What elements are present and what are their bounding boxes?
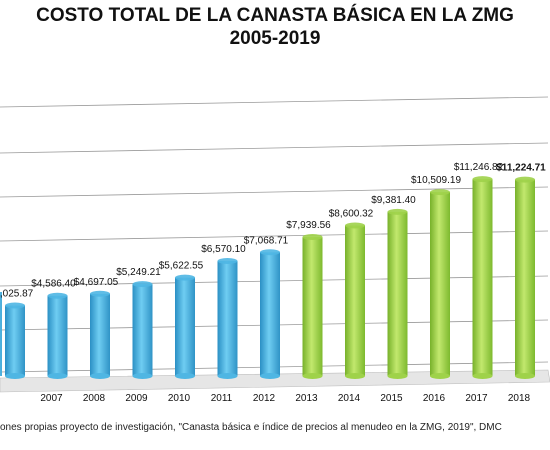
bars: [0, 176, 535, 379]
value-label-2007: $4,586.40: [31, 279, 76, 290]
bar-base: [472, 373, 493, 379]
bar-base: [47, 373, 68, 379]
bar-base: [217, 373, 238, 379]
gridline: [0, 230, 549, 242]
bar-cropped-left: [0, 292, 2, 376]
value-label-2011: $6,570.10: [201, 244, 246, 255]
bar-top: [5, 302, 25, 309]
floor-plane: [0, 369, 550, 393]
bar-2008: [90, 290, 110, 379]
x-axis-ticks: 2007 2008 2009 2010 2011 2012 2013 2014 2015 2016…: [40, 393, 531, 404]
bar-base: [345, 373, 365, 379]
bar-top: [47, 292, 68, 299]
bar-body: [175, 277, 195, 376]
x-tick-2015: 2015: [380, 393, 403, 404]
chart-title: COSTO TOTAL DE LA CANASTA BÁSICA EN LA Z…: [0, 4, 550, 50]
bar-body: [47, 295, 68, 376]
value-label-2012: $7,068.71: [244, 235, 289, 246]
value-label-2018: $11,224.71: [496, 163, 546, 174]
value-label-2017: $11,246.82: [454, 162, 504, 173]
bar-2013: [302, 234, 323, 379]
bar-top: [175, 274, 195, 281]
bar-top: [387, 208, 408, 215]
bar-top: [90, 290, 110, 297]
bar-body: [515, 179, 535, 376]
value-label-2016: $10,509.19: [411, 175, 461, 186]
value-label-2015: $9,381.40: [371, 195, 416, 206]
bar-top: [345, 222, 365, 229]
bar-body: [217, 261, 238, 376]
source-note: ones propias proyecto de investigación, …: [0, 422, 502, 433]
value-labels: $4,025.87$4,586.40$4,697.05$5,249.21$5,6…: [0, 162, 546, 299]
bar-base: [5, 373, 25, 379]
bar-base: [387, 373, 408, 379]
bar-body: [302, 237, 323, 376]
bar-base: [175, 373, 195, 379]
bar-body: [90, 293, 110, 376]
bar-2010: [175, 274, 195, 379]
gridline: [0, 142, 549, 154]
bar-top: [472, 176, 493, 183]
bar-body: [132, 284, 153, 376]
value-label-2010: $5,622.55: [159, 261, 204, 272]
chart-title-line-1: COSTO TOTAL DE LA CANASTA BÁSICA EN LA Z…: [36, 5, 514, 26]
bar-2009: [132, 281, 153, 379]
gridline: [0, 186, 549, 198]
bar-base: [430, 373, 450, 379]
bar-base: [260, 373, 280, 379]
bar-base: [515, 373, 535, 379]
bar-2016: [430, 189, 450, 379]
bar-base: [90, 373, 110, 379]
x-tick-2007: 2007: [40, 393, 63, 404]
bar-body: [345, 225, 365, 376]
x-tick-2018: 2018: [508, 393, 531, 404]
bar-top: [217, 258, 238, 265]
bar-2006: [5, 302, 25, 379]
x-tick-2017: 2017: [465, 393, 488, 404]
bar-chart: $4,025.87$4,586.40$4,697.05$5,249.21$5,6…: [0, 96, 550, 404]
bar-2012: [260, 249, 280, 379]
value-label-2009: $5,249.21: [116, 267, 161, 278]
x-tick-2012: 2012: [253, 393, 276, 404]
bar-body: [387, 211, 408, 376]
bar-top: [260, 249, 280, 256]
bar-body: [260, 252, 280, 376]
bar-2018: [515, 176, 535, 379]
chart-floor: [0, 369, 550, 393]
bar-top: [515, 176, 535, 183]
bar-2015: [387, 208, 408, 379]
bar-top: [132, 281, 153, 288]
x-tick-2008: 2008: [83, 393, 106, 404]
bar-body: [430, 192, 450, 376]
bar-2007: [47, 292, 68, 379]
value-label-2014: $8,600.32: [329, 208, 374, 219]
bar-body: [5, 305, 25, 376]
value-label-2013: $7,939.56: [286, 220, 331, 231]
value-label-2006: $4,025.87: [0, 289, 34, 300]
x-tick-2010: 2010: [168, 393, 191, 404]
bar-2017: [472, 176, 493, 379]
value-label-2008: $4,697.05: [74, 277, 119, 288]
x-tick-2014: 2014: [338, 393, 361, 404]
x-tick-2011: 2011: [211, 393, 233, 404]
bar-base: [302, 373, 323, 379]
chart-title-line-2: 2005-2019: [229, 28, 321, 49]
bar-top: [302, 234, 323, 241]
bar-2014: [345, 222, 365, 379]
bar-base: [132, 373, 153, 379]
x-tick-2016: 2016: [423, 393, 446, 404]
gridline: [0, 96, 549, 108]
bar-2011: [217, 258, 238, 379]
x-tick-2013: 2013: [295, 393, 318, 404]
bar-top: [430, 189, 450, 196]
bar-body: [472, 179, 493, 376]
x-tick-2009: 2009: [125, 393, 148, 404]
